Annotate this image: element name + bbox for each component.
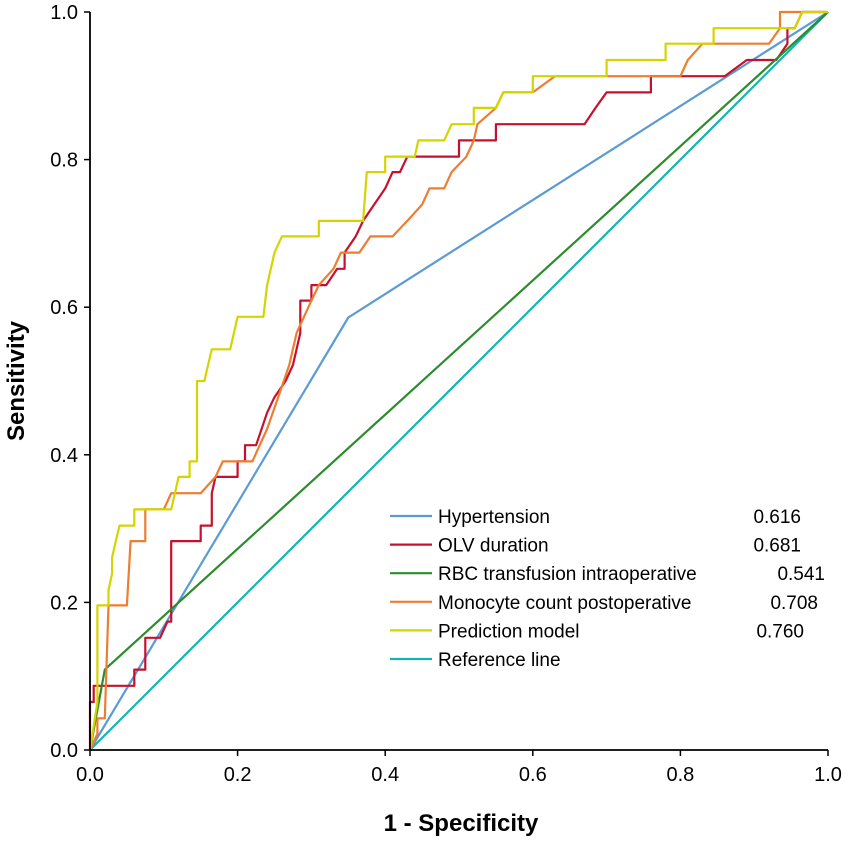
legend-auc-value: 0.708 bbox=[770, 593, 818, 614]
legend-label: OLV duration bbox=[438, 536, 549, 557]
legend-label: RBC transfusion intraoperative bbox=[438, 564, 697, 585]
x-tick-label: 0.4 bbox=[371, 764, 399, 786]
series-line-olv-duration bbox=[88, 10, 828, 750]
x-axis-title: 1 - Specificity bbox=[384, 810, 539, 837]
series-line-reference-line bbox=[89, 11, 829, 751]
series-layer bbox=[88, 10, 829, 751]
legend-auc-value: 0.541 bbox=[777, 564, 825, 585]
y-tick-label: 0.2 bbox=[50, 592, 78, 614]
legend-label: Hypertension bbox=[438, 507, 550, 528]
axes bbox=[89, 12, 828, 751]
legend-label: Monocyte count postoperative bbox=[438, 593, 692, 614]
x-tick-label: 0.2 bbox=[224, 764, 252, 786]
legend-auc-value: 0.760 bbox=[756, 621, 804, 642]
y-tick-label: 0.0 bbox=[50, 740, 78, 762]
legend-label: Prediction model bbox=[438, 621, 580, 642]
legend: Hypertension 0.616 OLV duration 0.681 RBC tr… bbox=[390, 507, 825, 671]
y-axis-title: Sensitivity bbox=[3, 320, 30, 441]
legend-label: Reference line bbox=[438, 650, 561, 671]
y-tick-label: 0.8 bbox=[50, 150, 78, 172]
tick-labels: 0.0 0.2 0.4 0.6 0.8 1.0 0.0 0.2 0.4 0.6 0.8 1.0 bbox=[50, 2, 842, 786]
y-tick-label: 1.0 bbox=[50, 2, 78, 24]
x-tick-label: 0.6 bbox=[519, 764, 547, 786]
x-tick-label: 1.0 bbox=[814, 764, 842, 786]
legend-auc-value: 0.616 bbox=[753, 507, 801, 528]
y-tick-label: 0.6 bbox=[50, 297, 78, 319]
x-tick-label: 0.0 bbox=[76, 764, 104, 786]
series-line-prediction-model bbox=[88, 10, 828, 751]
y-tick-label: 0.4 bbox=[50, 445, 78, 467]
legend-auc-value: 0.681 bbox=[753, 536, 801, 557]
x-tick-label: 0.8 bbox=[666, 764, 694, 786]
